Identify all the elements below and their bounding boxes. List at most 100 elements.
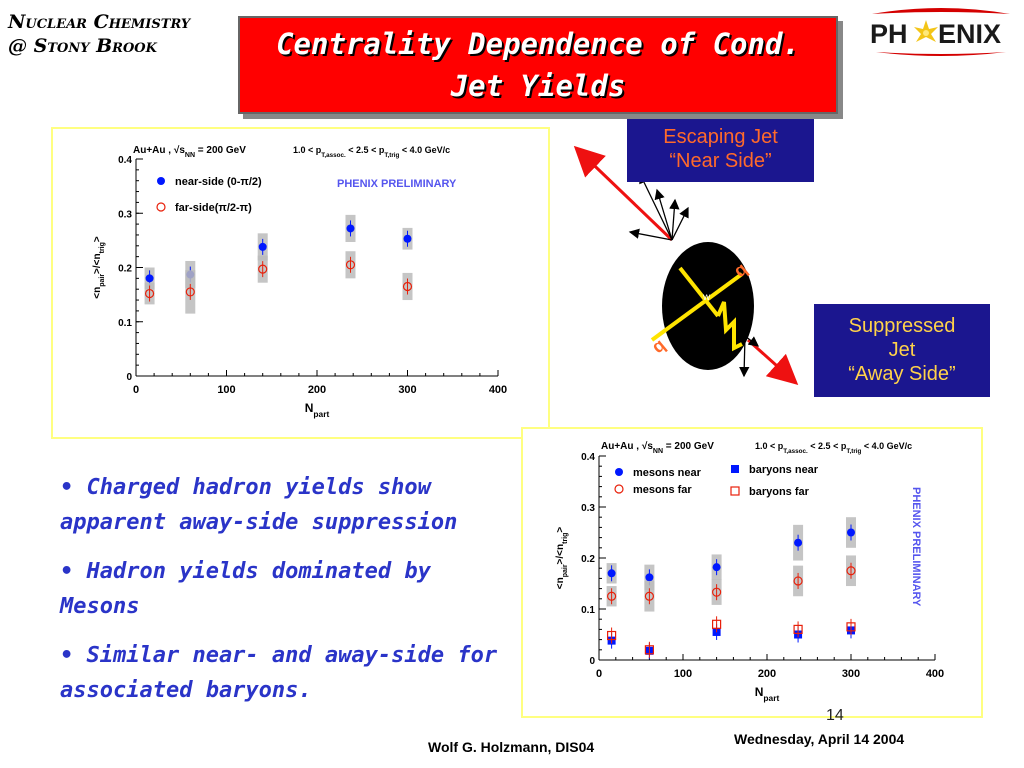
legend-label: far-side(π/2-π) [175,202,252,214]
chart-near-far-side: 0 100 200 300 400 0 0.1 0.2 0.3 0.4Au+Au , √sNN =… [92,145,507,419]
near-side-jet-arrow [573,145,674,242]
x-tick-label: 100 [674,668,692,680]
x-tick-label: 200 [758,668,776,680]
data-point [606,630,617,641]
x-tick-label: 0 [596,668,602,680]
y-axis-label: <npair>/<ntrig> [92,236,106,299]
y-tick-label: 0.3 [581,503,595,514]
escaping-jet-label-line-1: Escaping Jet [663,126,778,148]
slide-title-line-2: Jet Yields [450,69,626,103]
legend-label: baryons near [749,464,819,476]
x-tick-label: 100 [217,384,235,396]
x-tick-label: 300 [398,384,416,396]
parton-lines [650,266,744,352]
y-tick-label: 0.2 [581,554,595,565]
escaping-jet-label: Escaping Jet “Near Side” [627,119,814,182]
y-tick-label: 0.1 [118,318,132,329]
legend-marker [731,465,739,473]
preliminary-watermark: PHENIX PRELIMINARY [910,487,922,607]
chart-frame-1: 0 100 200 300 400 0 0.1 0.2 0.3 0.4 Au+Au , √sNN =… [51,127,550,439]
logo-star-icon [914,20,938,42]
legend-label: near-side (0-π/2) [175,176,262,188]
suppressed-jet-label-line-3: “Away Side” [848,363,956,385]
data-point [712,587,722,597]
y-tick-label: 0 [589,656,595,667]
legend-marker [156,202,166,212]
bullet-item-2: • Hadron yields dominated by Mesons [60,559,431,619]
bullet-list: • Charged hadron yields show apparent aw… [60,470,520,722]
chart-header-right: 1.0 < pT,assoc. < 2.5 < pT,trig < 4.0 Ge… [293,145,450,159]
y-tick-label: 0 [126,372,132,383]
data-point [712,619,722,629]
vertex-mark: w [702,292,711,303]
suppressed-jet-label: Suppressed Jet “Away Side” [814,304,990,397]
data-point [403,234,412,243]
away-side-jet-arrow [746,338,799,386]
x-tick-label: 200 [308,384,326,396]
data-point [793,576,803,586]
data-point [847,528,855,537]
footer-author: Wolf G. Holzmann, DIS04 [428,739,595,755]
legend-marker [615,468,623,476]
legend-label: mesons far [633,484,692,496]
legend-label: mesons near [633,467,702,479]
x-tick-label: 400 [926,668,944,680]
y-tick-label: 0.1 [581,605,595,616]
suppressed-jet-label-line-2: Jet [888,339,916,361]
chart-header-left: Au+Au , √sNN = 200 GeV [133,145,246,159]
data-point [258,242,267,251]
x-axis-label: Npart [305,401,330,419]
data-point [846,566,856,576]
footer-date: Wednesday, April 14 2004 [734,731,905,747]
jet-diagram: q q w [560,118,810,398]
header-line-1: Nuclear Chemistry [8,11,191,33]
slide-number: 14 [826,707,844,724]
chart-mesons-baryons: 0 100 200 300 400 0 0.1 0.2 0.3 0.4 Au+Au , √sNN =… [555,441,944,703]
y-axis-label: <npair>/<ntrig> [555,527,569,590]
x-tick-label: 400 [489,384,507,396]
data-point [346,224,355,233]
logo-arc-bottom [876,52,1006,56]
legend-marker [614,484,624,494]
away-side-fragments [739,335,760,378]
data-point [258,264,268,274]
slide-title: Centrality Dependence of Cond. Jet Yield… [240,18,836,107]
slide-title-box: Centrality Dependence of Cond. Jet Yield… [238,16,838,114]
preliminary-watermark: PHENIX PRELIMINARY [337,178,457,190]
phenix-logo: PH ENIX [866,6,1016,56]
suppressed-jet-label-line-1: Suppressed [848,315,956,337]
bullet-item-3: • Similar near- and away-side for associ… [60,643,498,703]
data-point [607,569,616,578]
x-tick-label: 0 [133,384,139,396]
data-point [145,274,154,283]
legend-marker [157,177,165,185]
slide-title-line-1: Centrality Dependence of Cond. [276,27,800,61]
data-point [644,645,655,655]
data-point [144,288,155,299]
group-header: Nuclear Chemistry @ Stony Brook [8,10,190,58]
chart-header-left: Au+Au , √sNN = 200 GeV [601,441,714,455]
header-line-2: @ Stony Brook [8,35,157,57]
bullet-item-1: • Charged hadron yields show apparent aw… [60,475,458,535]
data-point [185,287,195,297]
data-point [644,591,655,601]
logo-arc-top [872,8,1010,14]
y-tick-label: 0.4 [118,155,132,166]
chart-header-right: 1.0 < pT,assoc. < 2.5 < pT,trig < 4.0 Ge… [755,441,912,455]
data-point [402,281,413,292]
svg-text:q: q [648,335,669,357]
logo-text-left: PH [870,19,908,49]
y-tick-label: 0.2 [118,264,132,275]
legend-marker [730,486,740,496]
escaping-jet-label-line-2: “Near Side” [669,150,772,172]
data-point [606,591,617,601]
data-point [846,622,856,632]
x-axis-label: Npart [755,685,780,703]
data-point [645,573,654,582]
x-tick-label: 300 [842,668,860,680]
data-point [345,260,356,270]
logo-text-right: ENIX [938,19,1001,49]
data-point [793,624,803,634]
y-tick-label: 0.4 [581,452,595,463]
chart-frame-2: 0 100 200 300 400 0 0.1 0.2 0.3 0.4 Au+Au , √sNN =… [521,427,983,718]
